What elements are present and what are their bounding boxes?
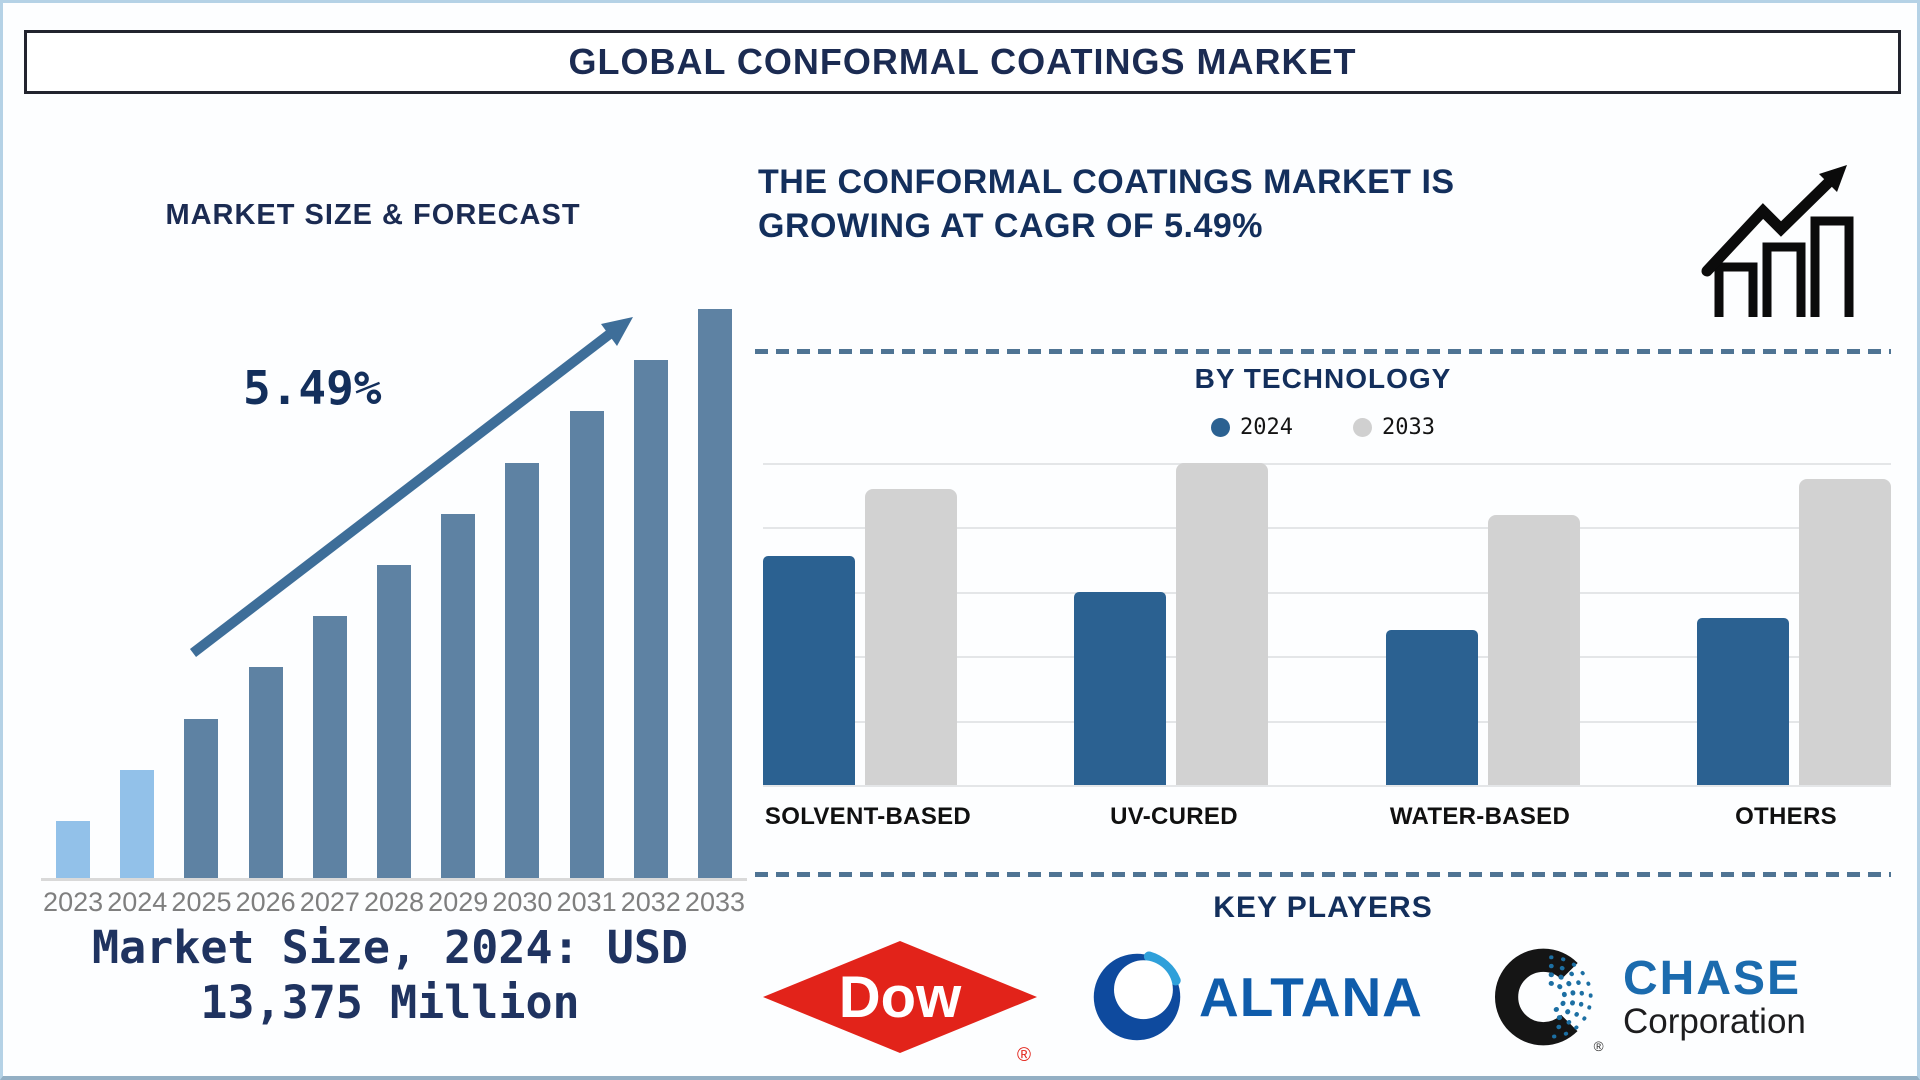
forecast-year-label: 2025 bbox=[171, 887, 232, 917]
forecast-year-label: 2031 bbox=[556, 887, 617, 917]
page-title: GLOBAL CONFORMAL COATINGS MARKET bbox=[568, 41, 1357, 82]
chase-c-dots-icon: ® bbox=[1495, 948, 1604, 1054]
forecast-bar-column bbox=[619, 360, 683, 878]
forecast-bar-column bbox=[41, 821, 105, 878]
forecast-bar-2023 bbox=[56, 821, 91, 878]
market-size-caption-line2: 13,375 Million bbox=[200, 975, 580, 1029]
legend-dot bbox=[1353, 418, 1372, 437]
dashed-separator-bottom bbox=[755, 872, 1891, 877]
technology-section-heading: BY TECHNOLOGY bbox=[1194, 363, 1452, 394]
chase-corporation-wordmark: Corporation bbox=[1623, 1001, 1806, 1041]
forecast-bar-2025 bbox=[184, 719, 219, 878]
forecast-bar-2031 bbox=[569, 411, 604, 878]
forecast-bar-column bbox=[426, 514, 490, 878]
dow-diamond-icon bbox=[763, 941, 1037, 1053]
forecast-bar-2026 bbox=[248, 667, 283, 878]
dashed-separator-top bbox=[755, 349, 1891, 354]
forecast-year-label: 2028 bbox=[363, 887, 425, 917]
forecast-year-label: 2023 bbox=[43, 887, 104, 917]
gridline bbox=[763, 463, 1891, 465]
technology-chart bbox=[763, 463, 1891, 787]
forecast-bar-column bbox=[105, 770, 169, 878]
market-size-caption: Market Size, 2024: USD 13,375 Million bbox=[33, 921, 747, 1031]
forecast-bar-column bbox=[362, 565, 426, 878]
forecast-year-label: 2030 bbox=[492, 887, 553, 917]
technology-category-label: WATER-BASED bbox=[1389, 803, 1571, 830]
forecast-bar-2027 bbox=[312, 616, 347, 878]
forecast-year-label: 2029 bbox=[428, 887, 489, 917]
forecast-labels: 2023 2024 2025 2026 2027 2028 2029 2030 2031 2032… bbox=[41, 887, 747, 918]
forecast-cagr-label: 5.49% bbox=[243, 361, 382, 415]
chase-registered-mark: ® bbox=[1594, 1039, 1604, 1054]
cagr-statement-line1: THE CONFORMAL COATINGS MARKET IS bbox=[758, 163, 1455, 201]
key-players-heading: KEY PLAYERS bbox=[1213, 891, 1433, 924]
tech-bar-2033-others bbox=[1798, 479, 1891, 785]
legend-label: 2033 bbox=[1382, 415, 1435, 440]
dow-logo: Dow ® bbox=[763, 941, 1037, 1066]
forecast-bar-column bbox=[234, 667, 298, 878]
tech-bar-2033-water-based bbox=[1487, 515, 1580, 785]
technology-category-labels: SOLVENT-BASED UV-CURED WATER-BASED OTHERS bbox=[763, 803, 1891, 831]
forecast-bar-2033 bbox=[697, 309, 732, 878]
forecast-bar-column bbox=[683, 309, 747, 878]
technology-category-label: UV-CURED bbox=[1110, 803, 1238, 830]
chase-wordmark: CHASE bbox=[1623, 951, 1802, 1005]
altana-wordmark: ALTANA bbox=[1199, 966, 1423, 1028]
technology-category-label: SOLVENT-BASED bbox=[764, 803, 972, 830]
technology-legend: 2024 2033 bbox=[755, 415, 1891, 440]
forecast-heading: MARKET SIZE & FORECAST bbox=[165, 199, 581, 231]
technology-bar-group bbox=[1074, 463, 1269, 785]
chase-corporation-logo: ® CHASE Corporation bbox=[1495, 939, 1806, 1055]
technology-bar-group bbox=[763, 463, 957, 785]
gridline bbox=[763, 591, 1891, 594]
forecast-year-label: 2024 bbox=[107, 887, 168, 917]
altana-circle-icon bbox=[1093, 951, 1181, 1041]
tech-bar-2024-solvent-based bbox=[763, 556, 855, 785]
cagr-statement-line2: GROWING AT CAGR OF 5.49% bbox=[758, 206, 1264, 245]
cagr-statement: THE CONFORMAL COATINGS MARKET IS GROWING… bbox=[758, 161, 1718, 248]
bar-chart-growth-icon bbox=[1701, 165, 1854, 317]
tech-bar-2024-others bbox=[1696, 618, 1789, 785]
technology-bar-group bbox=[1385, 463, 1580, 785]
tech-bar-2024-uv-cured bbox=[1074, 592, 1167, 785]
forecast-bar-column bbox=[298, 616, 362, 878]
legend-item-2024: 2024 bbox=[1211, 415, 1293, 440]
title-banner: GLOBAL CONFORMAL COATINGS MARKET bbox=[24, 30, 1901, 94]
forecast-year-label: 2033 bbox=[684, 887, 745, 917]
forecast-bar-2030 bbox=[505, 463, 540, 878]
technology-category-label: OTHERS bbox=[1735, 803, 1837, 830]
technology-bar-group bbox=[1696, 463, 1891, 785]
forecast-bar-2024 bbox=[120, 770, 155, 878]
legend-item-2033: 2033 bbox=[1353, 415, 1435, 440]
legend-label: 2024 bbox=[1240, 415, 1293, 440]
tech-bar-2033-solvent-based bbox=[865, 489, 957, 785]
gridline bbox=[763, 720, 1891, 723]
forecast-bar-2032 bbox=[633, 360, 668, 878]
forecast-bar-column bbox=[169, 719, 233, 878]
forecast-chart: 2023 2024 2025 2026 2027 2028 2029 2030 2031 2032… bbox=[41, 309, 747, 918]
forecast-bar-2029 bbox=[441, 514, 476, 878]
tech-bar-2024-water-based bbox=[1385, 630, 1478, 785]
dow-registered-mark: ® bbox=[1017, 1045, 1031, 1066]
gridline bbox=[763, 527, 1891, 530]
forecast-bars bbox=[41, 309, 747, 881]
market-size-caption-line1: Market Size, 2024: USD bbox=[91, 921, 689, 974]
altana-logo: ALTANA bbox=[1091, 951, 1423, 1043]
forecast-bar-column bbox=[555, 411, 619, 878]
forecast-year-label: 2027 bbox=[299, 887, 360, 917]
tech-bar-2033-uv-cured bbox=[1176, 463, 1269, 785]
forecast-bar-2028 bbox=[377, 565, 412, 878]
growth-trend-arrow bbox=[189, 317, 633, 657]
legend-dot bbox=[1211, 418, 1231, 437]
gridline bbox=[763, 656, 1891, 659]
forecast-year-label: 2026 bbox=[235, 887, 296, 917]
technology-bars bbox=[763, 463, 1891, 785]
dow-wordmark: Dow bbox=[839, 965, 962, 1030]
forecast-bar-column bbox=[490, 463, 554, 878]
gridline-baseline bbox=[763, 785, 1891, 787]
forecast-year-label: 2032 bbox=[620, 887, 681, 917]
